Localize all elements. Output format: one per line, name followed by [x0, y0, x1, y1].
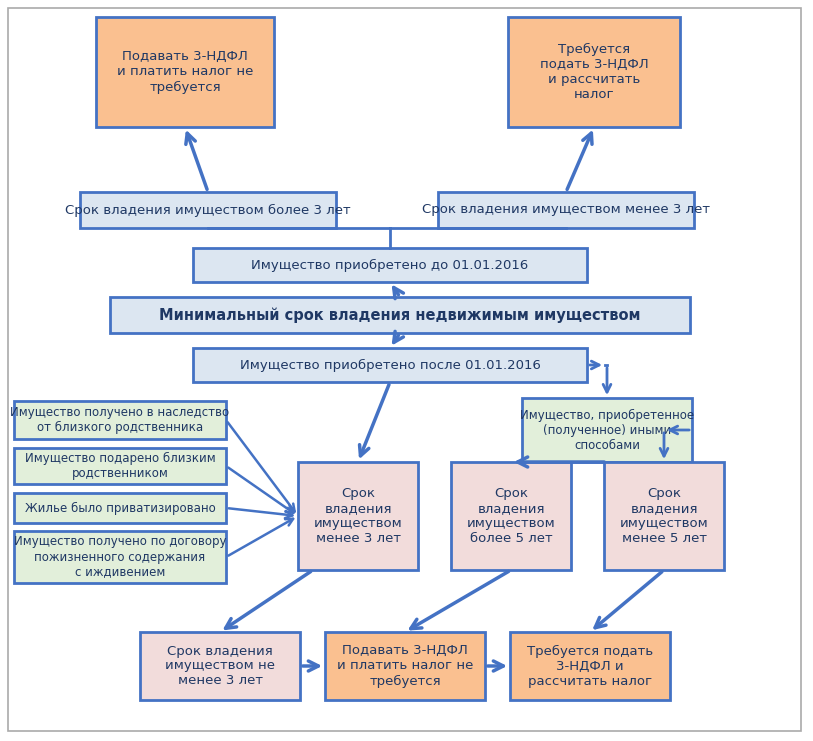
Text: Подавать 3-НДФЛ
и платить налог не
требуется: Подавать 3-НДФЛ и платить налог не требу…	[117, 50, 253, 93]
FancyBboxPatch shape	[110, 297, 690, 333]
Text: Минимальный срок владения недвижимым имуществом: Минимальный срок владения недвижимым иму…	[159, 308, 641, 323]
FancyBboxPatch shape	[508, 17, 680, 127]
Text: Срок
владения
имуществом
менее 5 лет: Срок владения имуществом менее 5 лет	[620, 487, 708, 545]
FancyBboxPatch shape	[510, 632, 670, 700]
FancyBboxPatch shape	[193, 348, 587, 382]
FancyBboxPatch shape	[604, 462, 724, 570]
FancyBboxPatch shape	[325, 632, 485, 700]
Text: Имущество подарено близким
родственником: Имущество подарено близким родственником	[24, 452, 215, 480]
Text: Срок владения имуществом менее 3 лет: Срок владения имуществом менее 3 лет	[422, 204, 710, 216]
FancyBboxPatch shape	[96, 17, 274, 127]
FancyBboxPatch shape	[522, 398, 692, 462]
Text: Имущество, приобретенное
(полученное) иными
способами: Имущество, приобретенное (полученное) ин…	[520, 408, 694, 451]
Text: Жилье было приватизировано: Жилье было приватизировано	[24, 502, 215, 514]
Text: Имущество приобретено до 01.01.2016: Имущество приобретено до 01.01.2016	[251, 259, 528, 271]
FancyBboxPatch shape	[140, 632, 300, 700]
FancyBboxPatch shape	[14, 448, 226, 484]
FancyBboxPatch shape	[80, 192, 336, 228]
Text: Имущество получено в наследство
от близкого родственника: Имущество получено в наследство от близк…	[11, 406, 229, 434]
Text: Срок владения имуществом более 3 лет: Срок владения имуществом более 3 лет	[65, 204, 351, 216]
Text: Имущество приобретено после 01.01.2016: Имущество приобретено после 01.01.2016	[240, 359, 541, 371]
FancyBboxPatch shape	[438, 192, 694, 228]
Text: Имущество получено по договору
пожизненного содержания
с иждивением: Имущество получено по договору пожизненн…	[14, 536, 226, 579]
FancyBboxPatch shape	[14, 401, 226, 439]
Text: Срок
владения
имуществом
более 5 лет: Срок владения имуществом более 5 лет	[467, 487, 555, 545]
Text: Срок владения
имуществом не
менее 3 лет: Срок владения имуществом не менее 3 лет	[165, 645, 275, 688]
Text: Подавать 3-НДФЛ
и платить налог не
требуется: Подавать 3-НДФЛ и платить налог не требу…	[337, 645, 473, 688]
FancyBboxPatch shape	[451, 462, 571, 570]
FancyBboxPatch shape	[193, 248, 587, 282]
FancyBboxPatch shape	[14, 493, 226, 523]
FancyBboxPatch shape	[298, 462, 418, 570]
Text: Требуется подать
3-НДФЛ и
рассчитать налог: Требуется подать 3-НДФЛ и рассчитать нал…	[527, 645, 653, 688]
Text: Срок
владения
имуществом
менее 3 лет: Срок владения имуществом менее 3 лет	[314, 487, 402, 545]
Text: Требуется
подать 3-НДФЛ
и рассчитать
налог: Требуется подать 3-НДФЛ и рассчитать нал…	[540, 43, 648, 101]
FancyBboxPatch shape	[14, 531, 226, 583]
